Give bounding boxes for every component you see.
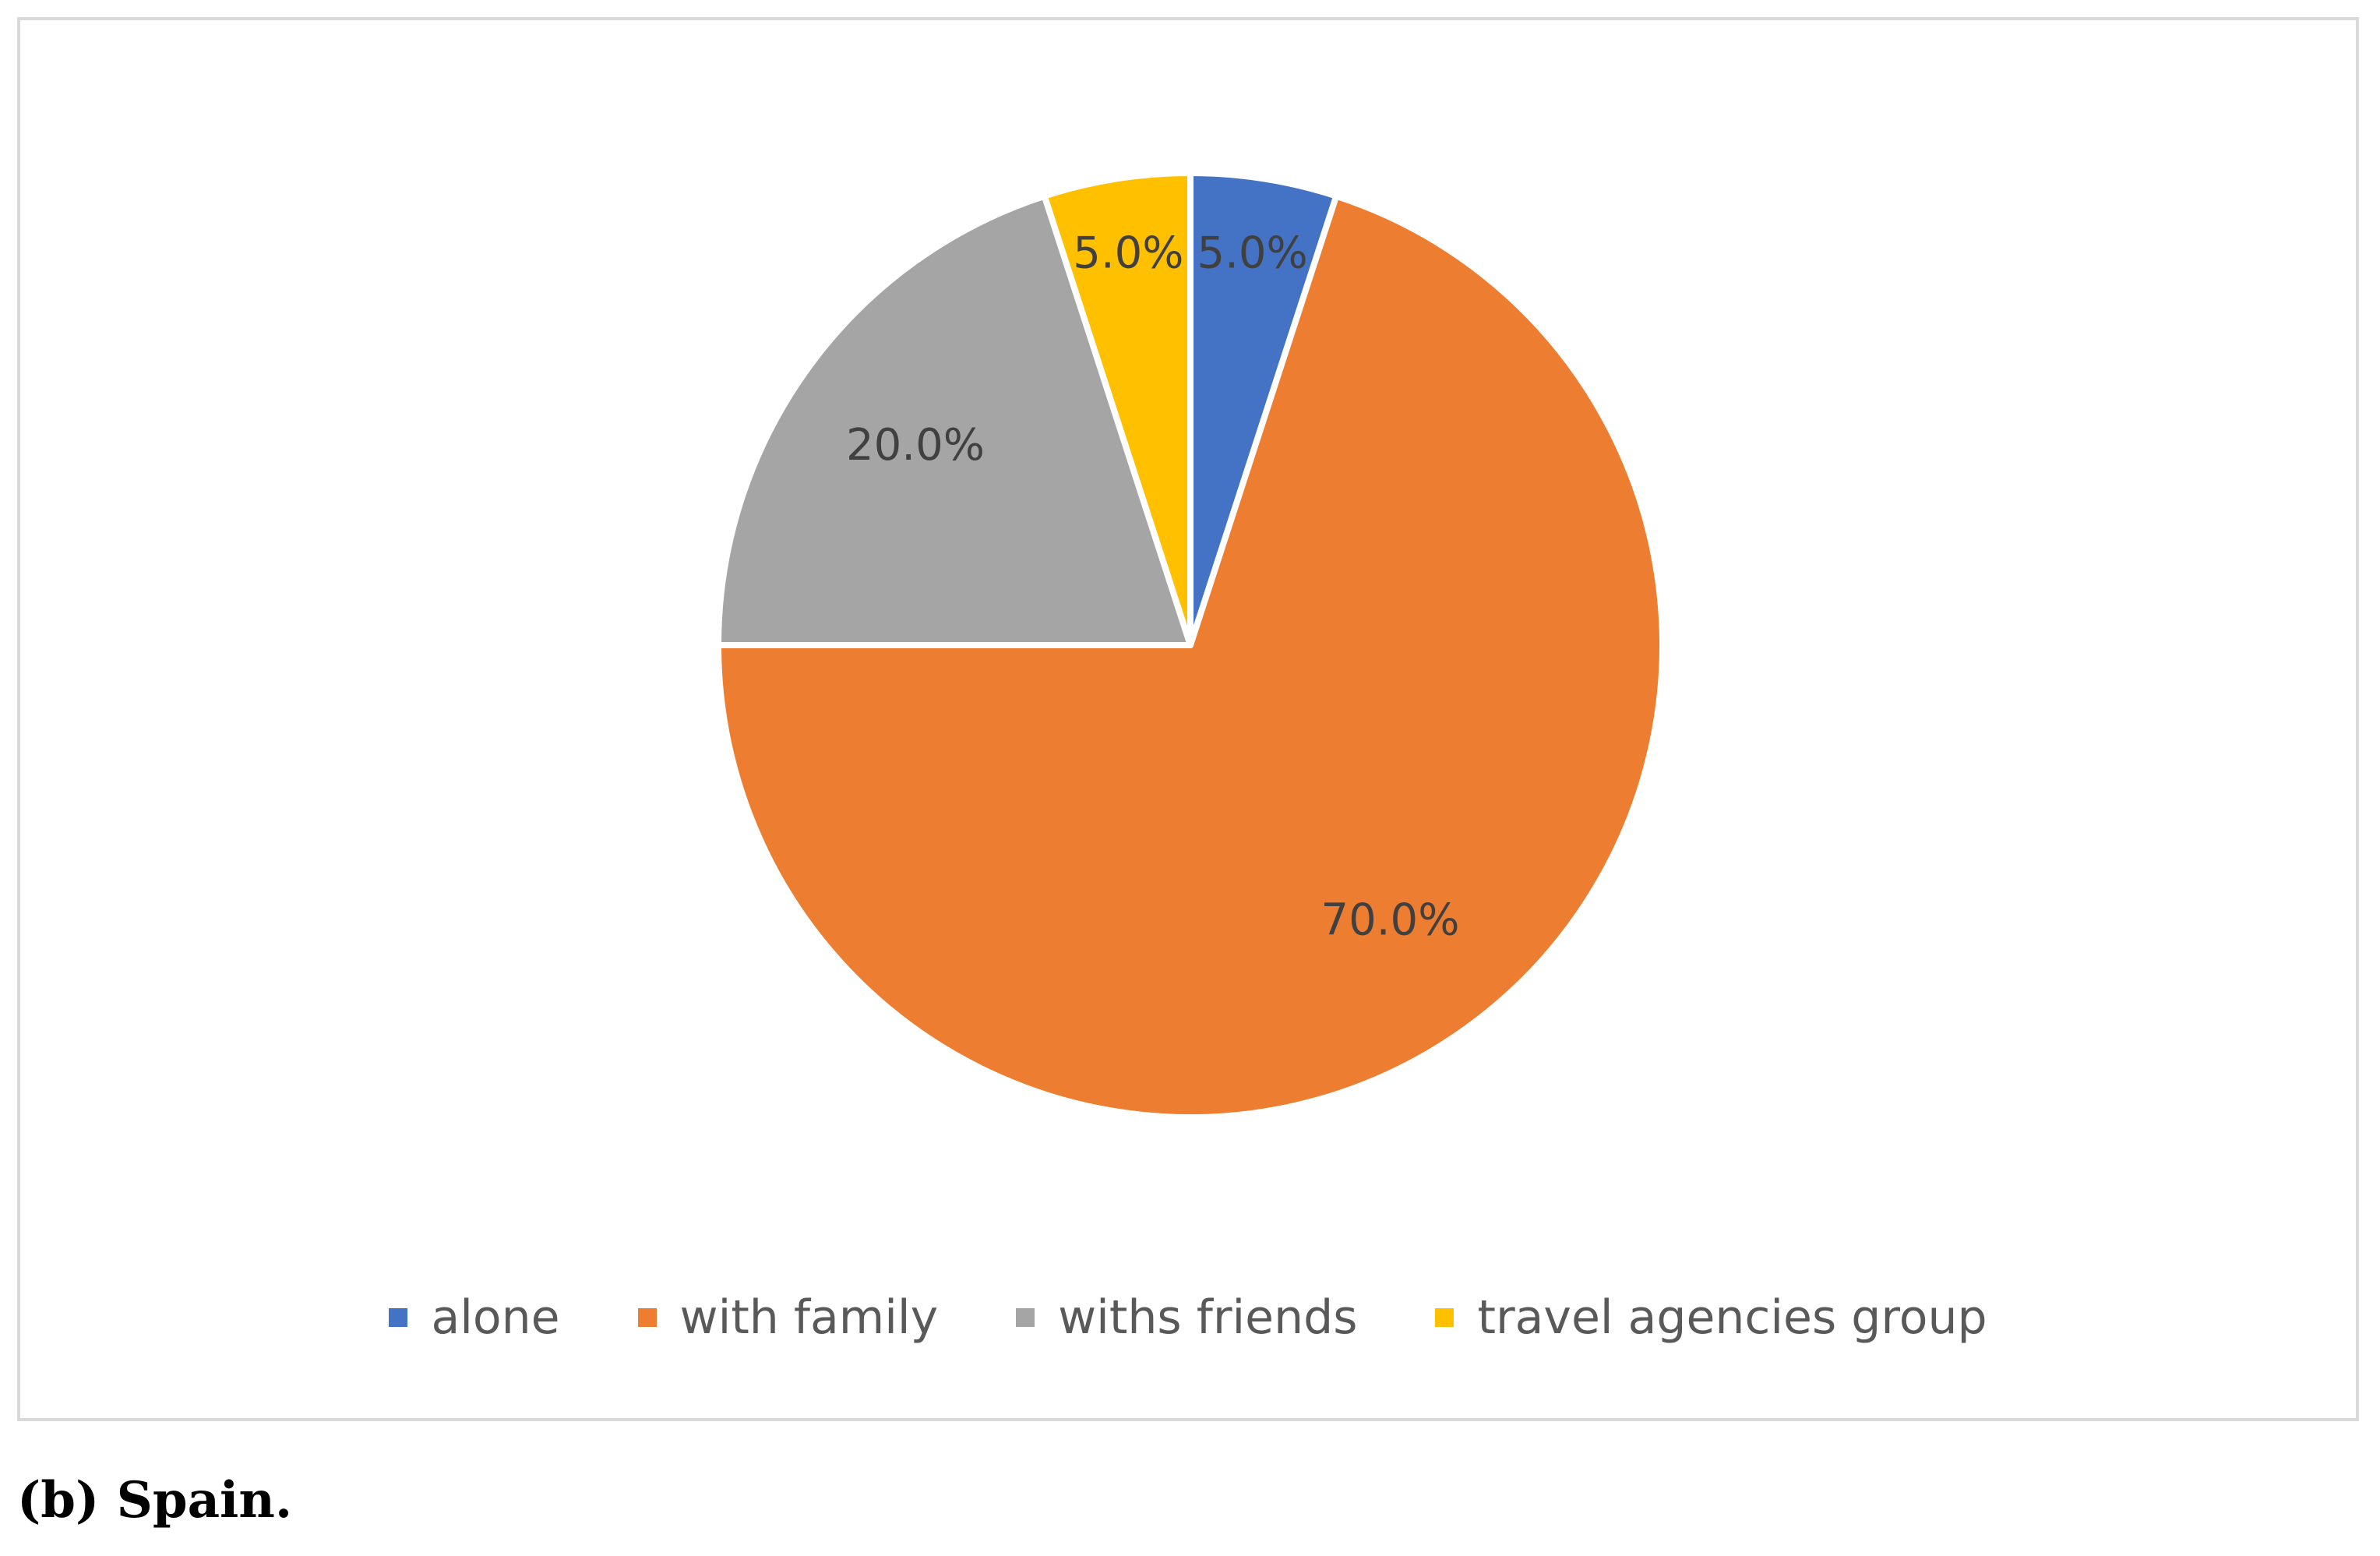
- legend-label-withs-friends: withs friends: [1058, 1290, 1358, 1345]
- pie-data-labels: 5.0% 70.0% 20.0% 5.0%: [846, 228, 1459, 946]
- legend-swatch-with-family: [637, 1308, 657, 1327]
- legend: alone with family withs friends travel a…: [20, 1283, 2356, 1353]
- legend-swatch-travel-agencies-group: [1435, 1308, 1454, 1327]
- legend-label-alone: alone: [431, 1290, 560, 1345]
- pie-slice-withs-friends: [715, 192, 1194, 648]
- figure-caption: (b) Spain.: [17, 1471, 293, 1530]
- pie-slice-travel-agencies-group: [1041, 170, 1194, 648]
- data-label-alone: 5.0%: [1197, 228, 1307, 279]
- legend-label-travel-agencies-group: travel agencies group: [1477, 1290, 1987, 1345]
- data-label-with-family: 70.0%: [1321, 894, 1460, 945]
- chart-area: 5.0% 70.0% 20.0% 5.0% alone with family wit…: [17, 17, 2359, 1421]
- pie-slices: [715, 170, 1666, 1120]
- legend-item-withs-friends: withs friends: [1016, 1290, 1357, 1345]
- legend-swatch-withs-friends: [1016, 1308, 1035, 1327]
- pie-slice-with-family: [715, 192, 1666, 1120]
- pie-chart: 5.0% 70.0% 20.0% 5.0%: [715, 170, 1666, 1120]
- legend-item-travel-agencies-group: travel agencies group: [1435, 1290, 1987, 1345]
- legend-label-with-family: with family: [679, 1290, 939, 1345]
- data-label-travel-agencies-group: 5.0%: [1073, 228, 1183, 279]
- legend-item-alone: alone: [389, 1290, 560, 1345]
- data-label-withs-friends: 20.0%: [846, 420, 985, 471]
- legend-item-with-family: with family: [637, 1290, 939, 1345]
- legend-swatch-alone: [389, 1308, 408, 1327]
